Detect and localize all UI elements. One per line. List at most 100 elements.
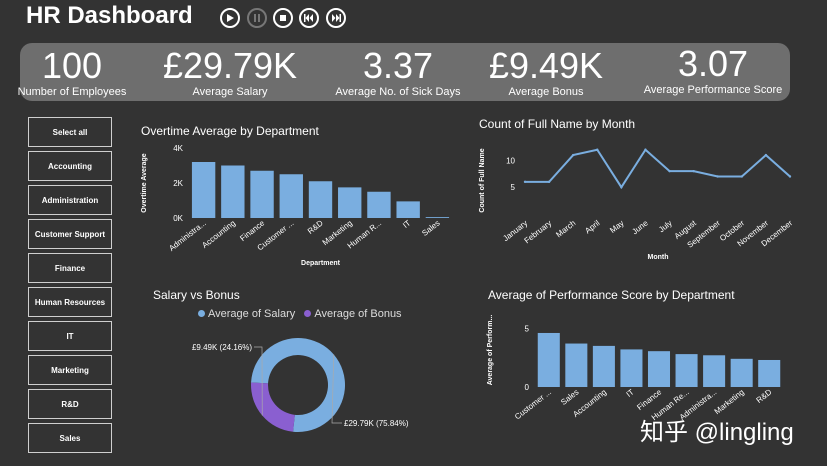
kpi-value: 3.37 [362, 45, 434, 86]
pause-icon [254, 14, 260, 22]
kpi-sick-days: 3.37 Average No. of Sick Days [330, 46, 466, 99]
skip-back-button[interactable] [299, 8, 319, 28]
skip-forward-icon [332, 14, 341, 22]
leader-line [254, 346, 263, 416]
y-tick-label: 4K [173, 144, 183, 153]
overtime-chart-title: Overtime Average by Department [141, 124, 319, 138]
watermark: 知乎 @lingling [640, 419, 794, 446]
x-tick-label: March [554, 218, 577, 239]
legend-item-salary[interactable]: Average of Salary [198, 308, 295, 320]
bar [647, 351, 671, 387]
bar [620, 349, 643, 387]
series-line [525, 148, 791, 190]
data-point [716, 175, 719, 178]
x-tick-label: Sales [559, 387, 580, 406]
performance-chart-title: Average of Performance Score by Departme… [488, 288, 735, 302]
kpi-bonus: £9.49K Average Bonus [474, 46, 618, 99]
x-tick-label: R&D [306, 218, 325, 236]
slicer-human-resources[interactable]: Human Resources [28, 287, 112, 317]
data-point [523, 180, 527, 184]
legend-dot [304, 310, 312, 317]
x-tick-label: May [608, 218, 625, 234]
x-axis-label: Month [648, 254, 669, 261]
page-title: HR Dashboard [26, 2, 193, 29]
x-tick-label: Administra... [167, 218, 208, 252]
y-tick-label: 0K [173, 214, 183, 223]
bar [730, 358, 753, 387]
x-tick-label: IT [625, 387, 636, 399]
kpi-bar [20, 43, 790, 101]
data-point [547, 180, 551, 184]
slicer-rnd[interactable]: R&D [28, 389, 112, 419]
slicer-accounting[interactable]: Accounting [28, 151, 112, 181]
bar [308, 181, 333, 218]
bar [191, 162, 216, 218]
bar [675, 354, 698, 387]
bar [367, 191, 391, 218]
stop-icon [280, 15, 286, 21]
x-tick-label: February [523, 218, 554, 245]
slicer-marketing[interactable]: Marketing [28, 355, 112, 385]
slicer-sales[interactable]: Sales [28, 423, 112, 453]
y-axis-label: Overtime Average [141, 153, 148, 213]
salary-bonus-donut: £29.79K (75.84%) £9.49K (24.16%) [192, 338, 409, 433]
kpi-value: £9.49K [488, 45, 604, 86]
salary-bonus-title: Salary vs Bonus [153, 288, 240, 302]
kpi-salary: £29.79K Average Salary [150, 46, 310, 99]
bar [537, 332, 560, 387]
headcount-chart-title: Count of Full Name by Month [479, 117, 636, 131]
bar [279, 174, 303, 218]
legend-item-bonus[interactable]: Average of Bonus [304, 308, 402, 320]
y-axis-label: Average of Perform... [487, 315, 494, 386]
bar [250, 170, 274, 218]
play-button[interactable] [220, 8, 240, 28]
y-tick-label: 5 [525, 324, 530, 333]
kpi-value: 3.07 [677, 43, 749, 84]
kpi-label: Average Performance Score [643, 84, 783, 96]
bar [703, 355, 726, 387]
slicer-it[interactable]: IT [28, 321, 112, 351]
y-tick-label: 0 [525, 383, 530, 392]
data-point [788, 175, 792, 178]
y-tick-label: 2K [173, 179, 183, 188]
slicer-finance[interactable]: Finance [28, 253, 112, 283]
bar [221, 165, 245, 218]
skip-back-icon [304, 14, 313, 22]
kpi-employees: 100 Number of Employees [14, 46, 130, 99]
x-tick-label: IT [401, 218, 412, 230]
leader-line [331, 354, 342, 424]
x-tick-label: July [657, 218, 674, 234]
slicer-select-all[interactable]: Select all [28, 117, 112, 147]
kpi-label: Average Salary [192, 86, 268, 98]
bar [338, 187, 362, 218]
kpi-value: £29.79K [162, 45, 298, 86]
x-tick-label: April [583, 218, 601, 235]
bar [425, 217, 450, 218]
data-label: £29.79K (75.84%) [344, 419, 409, 428]
x-axis-label: Department [301, 260, 341, 267]
stop-button[interactable] [273, 8, 293, 28]
data-point [644, 148, 647, 151]
data-point [692, 169, 695, 173]
legend-label: Average of Bonus [314, 308, 402, 320]
skip-forward-button[interactable] [326, 8, 346, 28]
donut-slice [251, 338, 346, 433]
data-point [571, 153, 575, 157]
y-axis-label: Count of Full Name [479, 148, 486, 212]
bar [396, 201, 420, 218]
slicer-customer-support[interactable]: Customer Support [28, 219, 112, 249]
kpi-label: Number of Employees [17, 86, 127, 98]
slicer-administration[interactable]: Administration [28, 185, 112, 215]
data-point [596, 148, 599, 151]
bar [592, 345, 615, 387]
pause-button[interactable] [247, 8, 267, 28]
legend-label: Average of Salary [208, 308, 296, 320]
play-icon [227, 14, 234, 22]
kpi-label: Average No. of Sick Days [335, 86, 461, 98]
donut-slice [251, 382, 295, 432]
data-point [740, 175, 744, 178]
y-tick-label: 10 [506, 156, 515, 165]
